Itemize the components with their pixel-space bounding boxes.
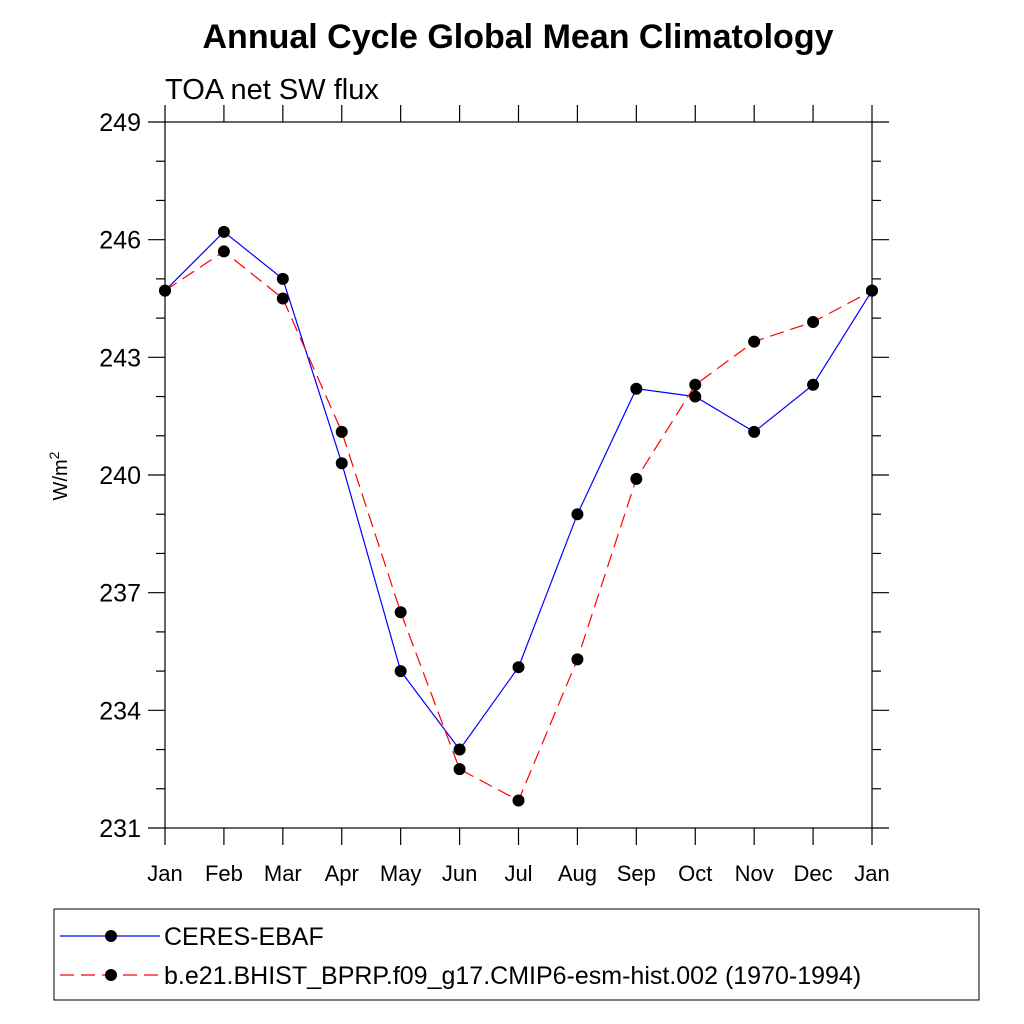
x-tick-label: Mar <box>264 861 302 886</box>
x-tick-label: Jan <box>147 861 182 886</box>
x-tick-label: May <box>380 861 422 886</box>
x-tick-label: Feb <box>205 861 243 886</box>
data-point <box>453 743 466 756</box>
x-tick-label: Aug <box>558 861 597 886</box>
data-point <box>217 225 230 238</box>
legend-label: b.e21.BHIST_BPRP.f09_g17.CMIP6-esm-hist.… <box>164 962 861 990</box>
y-tick-label: 231 <box>99 815 141 843</box>
data-point <box>748 425 761 438</box>
y-tick-label: 234 <box>99 697 141 725</box>
plot-area <box>164 121 873 829</box>
y-axis-label-superscript: 2 <box>46 451 62 459</box>
series-line <box>164 250 873 802</box>
data-point <box>159 284 171 297</box>
data-point <box>217 245 230 258</box>
x-tick-label: Dec <box>794 861 833 886</box>
legend: CERES-EBAF b.e21.BHIST_BPRP.f09_g17.CMIP6… <box>60 923 861 990</box>
x-tick-label: Nov <box>735 861 774 886</box>
data-point <box>394 606 407 619</box>
data-point <box>276 292 289 305</box>
y-axis-label-text: W/m <box>50 459 72 500</box>
y-tick-label: 240 <box>99 462 141 490</box>
data-point <box>866 284 878 297</box>
series-2 <box>159 245 878 807</box>
y-tick-label: 249 <box>99 109 141 137</box>
data-point <box>807 316 820 329</box>
y-tick-label: 246 <box>99 227 141 255</box>
x-tick-label: Sep <box>617 861 656 886</box>
legend-label: CERES-EBAF <box>164 923 324 951</box>
data-point <box>335 457 348 470</box>
x-tick-label: Jan <box>854 861 889 886</box>
data-point <box>807 378 820 391</box>
data-point <box>748 335 761 348</box>
y-tick-label: 237 <box>99 580 141 608</box>
data-point <box>512 794 525 807</box>
chart-subtitle: TOA net SW flux <box>165 74 379 106</box>
data-point <box>689 378 702 391</box>
data-point <box>630 472 643 485</box>
axes-ticks: 231 234 237 240 243 246 249 Jan Feb Mar Apr May Jun J… <box>99 105 890 886</box>
y-axis-label: W/m2 <box>46 451 72 500</box>
data-point <box>276 272 289 285</box>
legend-box <box>53 908 980 1001</box>
chart-title: Annual Cycle Global Mean Climatology <box>203 18 834 56</box>
x-tick-label: Oct <box>678 861 712 886</box>
data-point <box>453 763 466 776</box>
series-1 <box>159 225 878 756</box>
data-point <box>394 665 407 678</box>
legend-marker <box>105 930 117 942</box>
legend-marker <box>105 969 117 981</box>
x-tick-label: Apr <box>325 861 359 886</box>
data-point <box>571 508 584 521</box>
data-point <box>512 661 525 674</box>
data-point <box>335 425 348 438</box>
data-point <box>689 390 702 403</box>
x-tick-label: Jul <box>504 861 532 886</box>
x-tick-label: Jun <box>442 861 477 886</box>
series-layer <box>159 225 878 807</box>
svg-text:W/m2: W/m2 <box>46 451 72 500</box>
data-point <box>571 653 584 666</box>
data-point <box>630 382 643 395</box>
y-tick-label: 243 <box>99 344 141 372</box>
